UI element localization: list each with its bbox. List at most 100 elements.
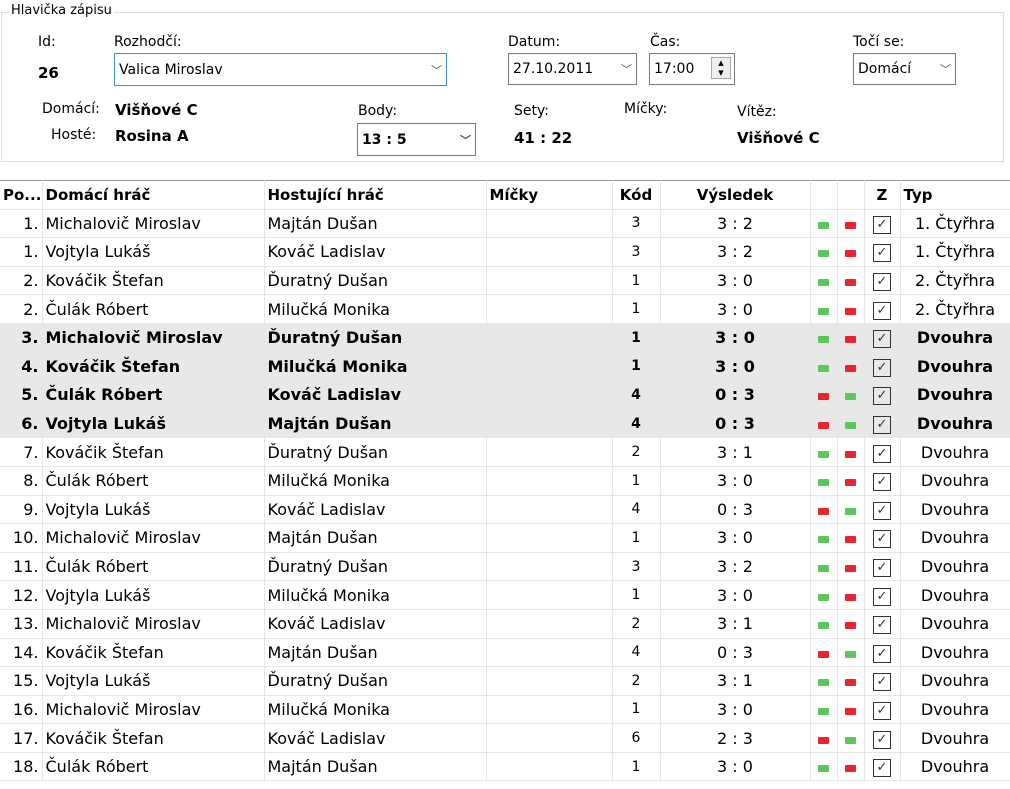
home-player-cell: Michalovič Miroslav: [42, 323, 265, 353]
result-cell: 0 : 3: [660, 638, 811, 668]
table-row[interactable]: 2. Čulák Róbert Milučká Monika 1 3 : 0 ✓ 2. Čt…: [0, 294, 1010, 324]
col-code-header[interactable]: Kód: [612, 180, 661, 210]
z-cell: ✓: [864, 695, 901, 725]
indicator-1: [810, 695, 838, 725]
spin-buttons[interactable]: ▲ ▼: [711, 57, 731, 79]
points-combobox[interactable]: 13 : 5 ﹀: [357, 123, 476, 156]
table-row[interactable]: 1. Vojtyla Lukáš Kováč Ladislav 3 3 : 2 ✓ 1. Č…: [0, 237, 1010, 267]
result-cell: 0 : 3: [660, 380, 811, 410]
time-spinner[interactable]: 17:00 ▲ ▼: [649, 53, 735, 85]
win-indicator-icon: [818, 250, 829, 258]
guest-player-cell: Ďuratný Dušan: [264, 437, 487, 467]
z-checkbox[interactable]: ✓: [873, 215, 891, 234]
z-checkbox[interactable]: ✓: [873, 587, 891, 606]
balls-cell: [486, 437, 613, 467]
indicator-1: [810, 409, 838, 439]
win-indicator-icon: [818, 450, 829, 458]
z-checkbox[interactable]: ✓: [873, 244, 891, 263]
z-cell: ✓: [864, 352, 901, 382]
loss-indicator-icon: [845, 307, 856, 315]
table-row[interactable]: 1. Michalovič Miroslav Majtán Dušan 3 3 : 2 ✓…: [0, 209, 1010, 239]
z-checkbox[interactable]: ✓: [873, 644, 891, 663]
table-row[interactable]: 8. Čulák Róbert Milučká Monika 1 3 : 0 ✓ Dvouh…: [0, 466, 1010, 496]
referee-combobox[interactable]: Valica Miroslav ﹀: [114, 53, 447, 86]
turns-combobox[interactable]: Domácí ﹀: [853, 53, 956, 85]
order-cell: 18.: [0, 752, 43, 782]
balls-cell: [486, 552, 613, 582]
z-checkbox[interactable]: ✓: [873, 444, 891, 463]
z-checkbox[interactable]: ✓: [873, 330, 891, 349]
z-checkbox[interactable]: ✓: [873, 730, 891, 749]
result-cell: 3 : 1: [660, 609, 811, 639]
type-cell: Dvouhra: [900, 466, 1010, 496]
z-checkbox[interactable]: ✓: [873, 530, 891, 549]
col-home-player-header[interactable]: Domácí hráč: [42, 180, 265, 210]
type-cell: Dvouhra: [900, 437, 1010, 467]
id-value: 26: [38, 64, 59, 82]
table-row[interactable]: 10. Michalovič Miroslav Majtán Dušan 1 3 : 0…: [0, 523, 1010, 553]
col-result-header[interactable]: Výsledek: [660, 180, 811, 210]
col-balls-header[interactable]: Míčky: [486, 180, 613, 210]
code-cell: 1: [612, 352, 661, 382]
table-row[interactable]: 7. Kováčik Štefan Ďuratný Dušan 2 3 : 1 ✓ Dvou…: [0, 437, 1010, 467]
code-cell: 3: [612, 552, 661, 582]
indicator-2: [837, 409, 865, 439]
col-order-header[interactable]: Po...: [0, 180, 43, 210]
type-cell: 1. Čtyřhra: [900, 209, 1010, 239]
col-loss-indicator-header[interactable]: [837, 180, 865, 210]
z-checkbox[interactable]: ✓: [873, 701, 891, 720]
col-type-header[interactable]: Typ: [900, 180, 1010, 210]
type-cell: Dvouhra: [900, 380, 1010, 410]
table-row[interactable]: 18. Čulák Róbert Majtán Dušan 1 3 : 0 ✓ Dvouhr…: [0, 752, 1010, 782]
table-row[interactable]: 6. Vojtyla Lukáš Majtán Dušan 4 0 : 3 ✓ Dvouhr…: [0, 409, 1010, 439]
chevron-down-icon[interactable]: ﹀: [621, 63, 632, 76]
home-player-cell: Kováčik Štefan: [42, 437, 265, 467]
z-checkbox[interactable]: ✓: [873, 387, 891, 406]
z-checkbox[interactable]: ✓: [873, 301, 891, 320]
z-checkbox[interactable]: ✓: [873, 501, 891, 520]
order-cell: 8.: [0, 466, 43, 496]
table-row[interactable]: 5. Čulák Róbert Kováč Ladislav 4 0 : 3 ✓ Dvouh…: [0, 380, 1010, 410]
z-checkbox[interactable]: ✓: [873, 273, 891, 292]
loss-indicator-icon: [818, 650, 829, 658]
result-cell: 3 : 0: [660, 580, 811, 610]
col-z-header[interactable]: Z: [864, 180, 901, 210]
z-checkbox[interactable]: ✓: [873, 616, 891, 635]
home-player-cell: Vojtyla Lukáš: [42, 495, 265, 525]
chevron-down-icon[interactable]: ﹀: [431, 63, 442, 77]
win-indicator-icon: [818, 221, 829, 229]
table-row[interactable]: 11. Čulák Róbert Ďuratný Dušan 3 3 : 2 ✓ Dvouh…: [0, 552, 1010, 582]
col-win-indicator-header[interactable]: [810, 180, 838, 210]
matches-table: Po... Domácí hráč Hostující hráč Míčky Kód Vý…: [0, 180, 1010, 782]
table-row[interactable]: 2. Kováčik Štefan Ďuratný Dušan 1 3 : 0 ✓ 2. Č…: [0, 266, 1010, 296]
col-guest-player-header[interactable]: Hostující hráč: [264, 180, 487, 210]
home-player-cell: Kováčik Štefan: [42, 352, 265, 382]
win-indicator-icon: [845, 736, 856, 744]
z-checkbox[interactable]: ✓: [873, 559, 891, 578]
z-checkbox[interactable]: ✓: [873, 416, 891, 435]
indicator-1: [810, 294, 838, 324]
balls-cell: [486, 638, 613, 668]
table-row[interactable]: 9. Vojtyla Lukáš Kováč Ladislav 4 0 : 3 ✓ Dvou…: [0, 495, 1010, 525]
z-checkbox[interactable]: ✓: [873, 759, 891, 778]
z-checkbox[interactable]: ✓: [873, 673, 891, 692]
table-row[interactable]: 17. Kováčik Štefan Kováč Ladislav 6 2 : 3 ✓ Dv…: [0, 723, 1010, 753]
table-row[interactable]: 16. Michalovič Miroslav Milučká Monika 1 3 :…: [0, 695, 1010, 725]
loss-indicator-icon: [845, 707, 856, 715]
home-player-cell: Čulák Róbert: [42, 752, 265, 782]
chevron-down-icon[interactable]: ﹀: [460, 133, 471, 147]
table-row[interactable]: 13. Michalovič Miroslav Kováč Ladislav 2 3 :…: [0, 609, 1010, 639]
win-indicator-icon: [818, 679, 829, 687]
date-picker[interactable]: 27.10.2011 ﹀: [508, 53, 637, 85]
z-checkbox[interactable]: ✓: [873, 358, 891, 377]
table-row[interactable]: 12. Vojtyla Lukáš Milučká Monika 1 3 : 0 ✓ Dvo…: [0, 580, 1010, 610]
table-row[interactable]: 4. Kováčik Štefan Milučká Monika 1 3 : 0 ✓ Dvo…: [0, 352, 1010, 382]
table-row[interactable]: 14. Kováčik Štefan Majtán Dušan 4 0 : 3 ✓ Dvou…: [0, 638, 1010, 668]
chevron-down-icon[interactable]: ﹀: [940, 63, 951, 76]
table-row[interactable]: 3. Michalovič Miroslav Ďuratný Dušan 1 3 : 0…: [0, 323, 1010, 353]
table-row[interactable]: 15. Vojtyla Lukáš Ďuratný Dušan 2 3 : 1 ✓ Dvou…: [0, 666, 1010, 696]
balls-cell: [486, 695, 613, 725]
balls-cell: [486, 609, 613, 639]
balls-cell: [486, 323, 613, 353]
z-checkbox[interactable]: ✓: [873, 473, 891, 492]
